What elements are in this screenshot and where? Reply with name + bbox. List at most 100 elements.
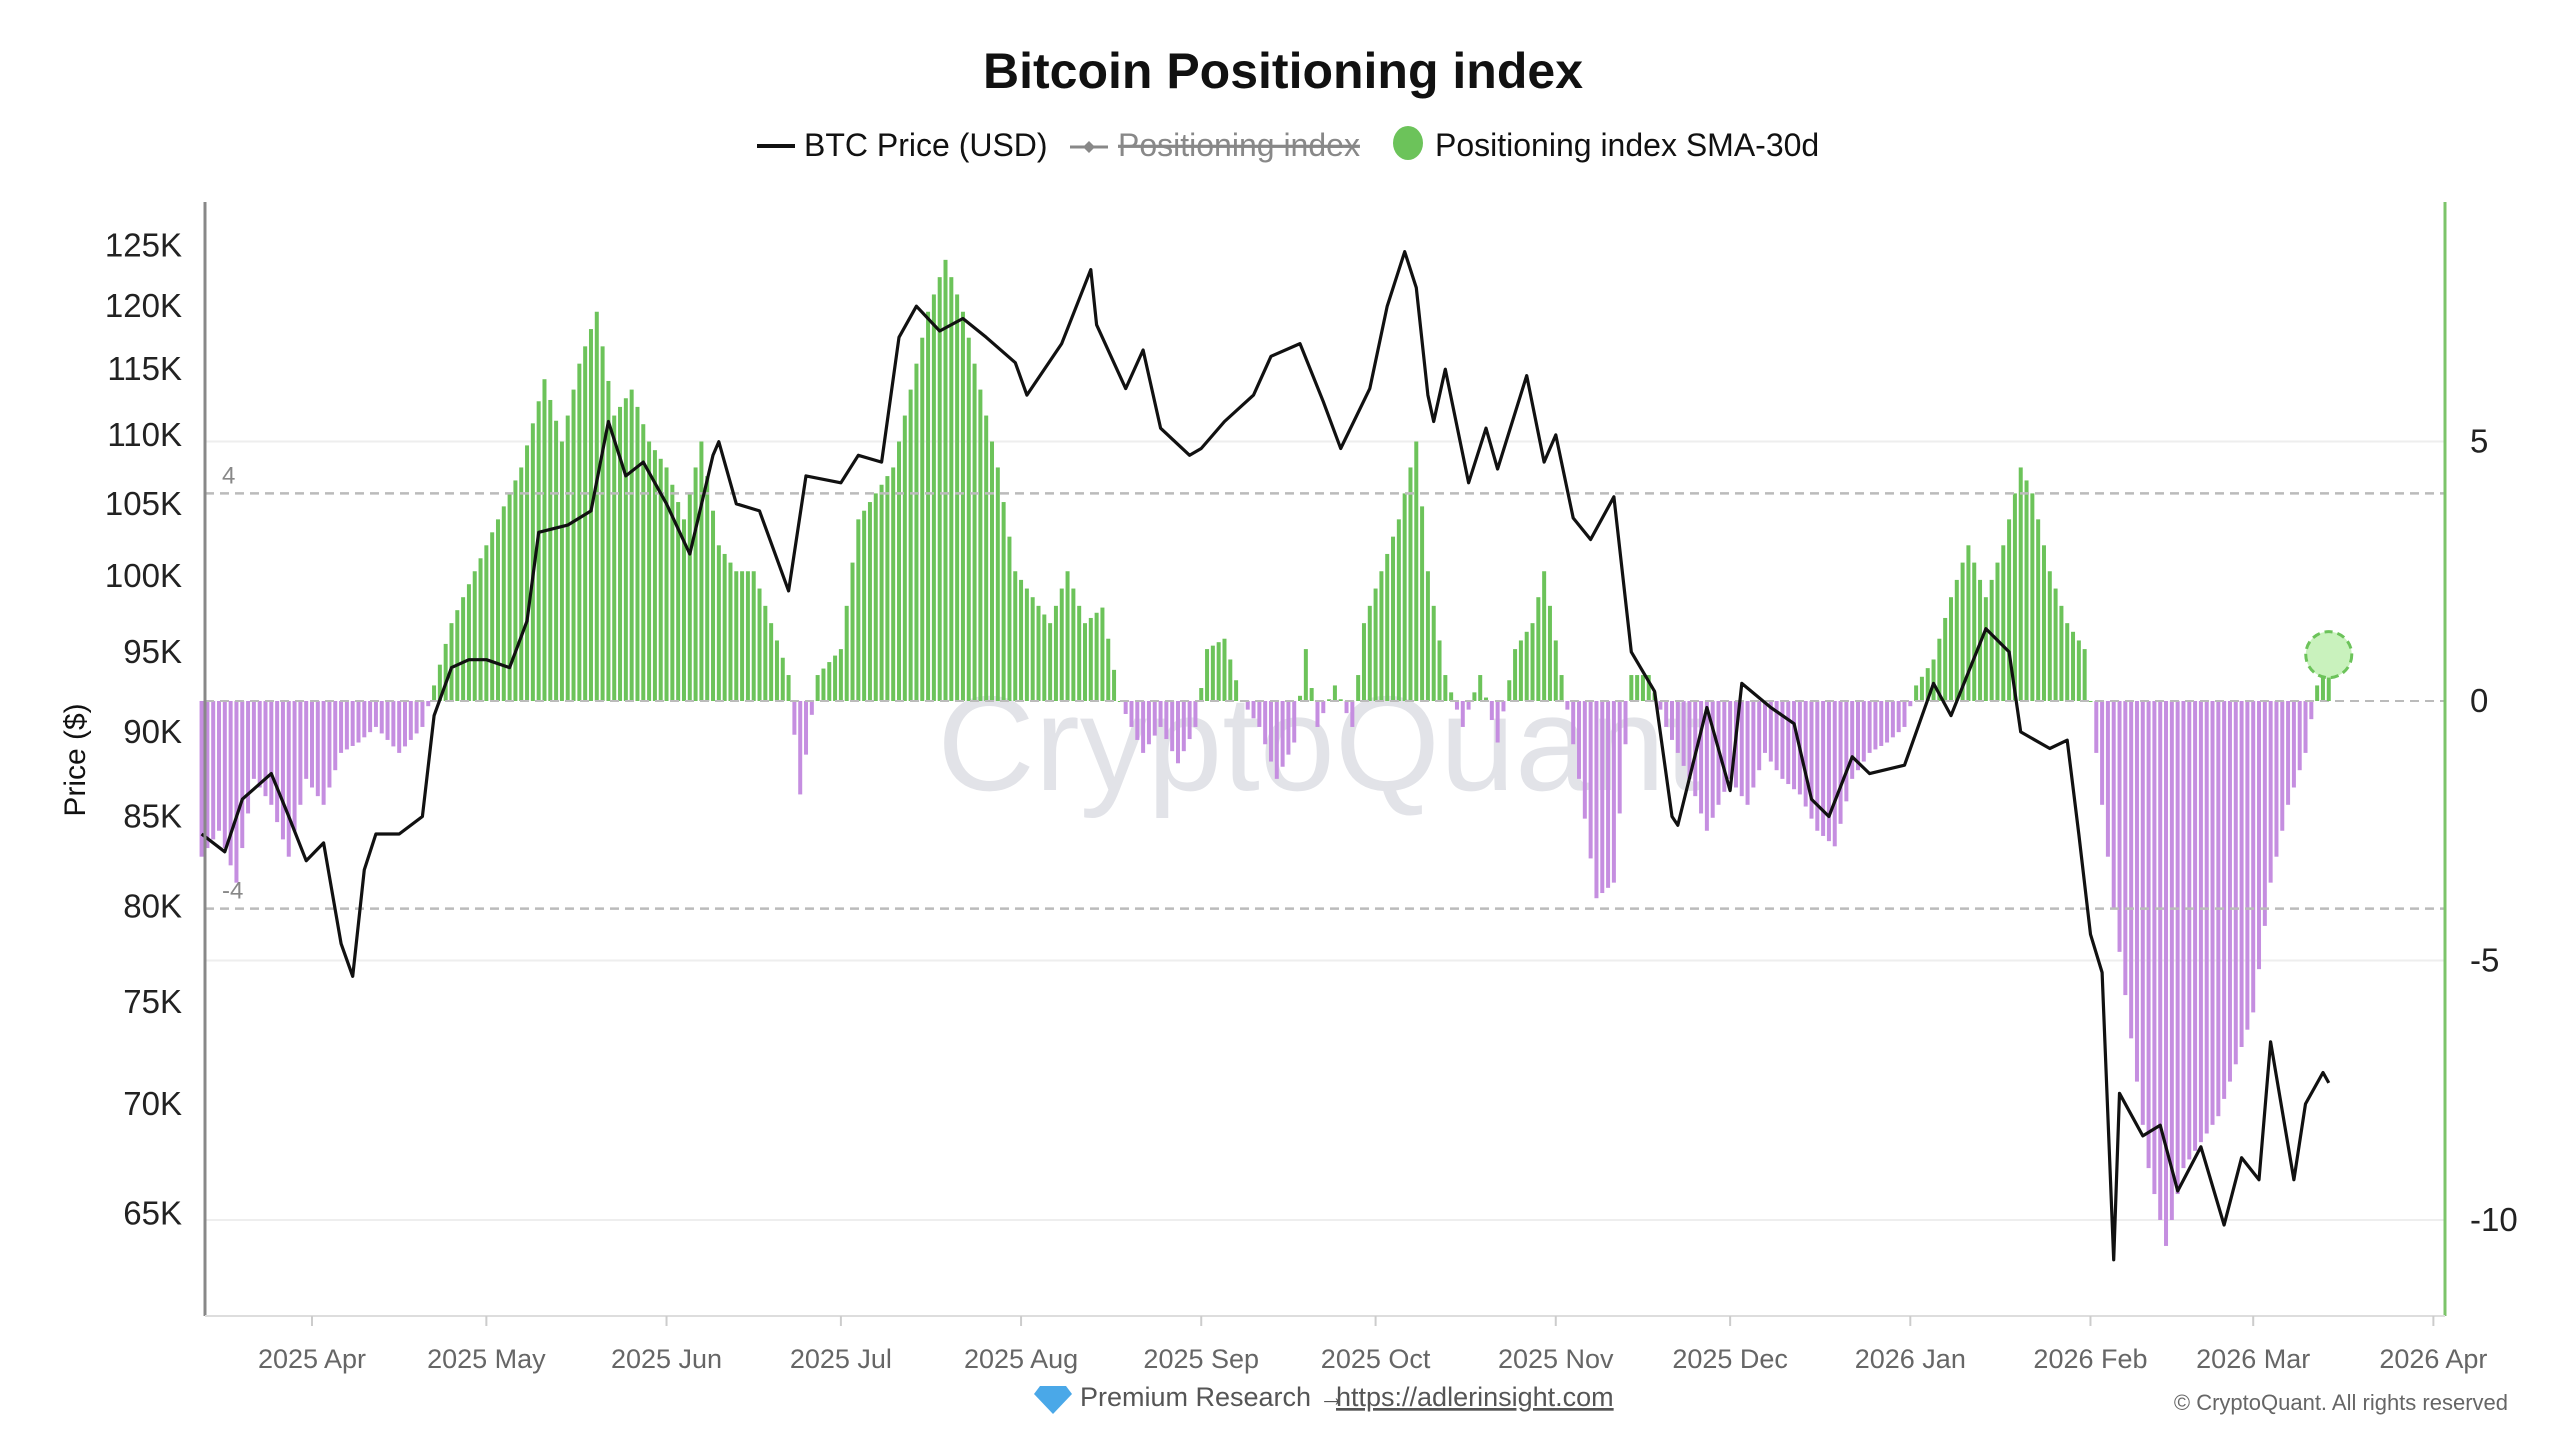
sma30-bar xyxy=(292,701,297,831)
sma30-bar xyxy=(1112,669,1117,701)
legend-item-sma30[interactable]: Positioning index SMA-30d xyxy=(1393,126,1819,163)
sma30-bar xyxy=(1681,701,1686,766)
reference-lines: 4 -4 xyxy=(205,462,2445,910)
left-tick-label: 115K xyxy=(107,350,182,387)
sma30-bar xyxy=(466,584,471,701)
sma30-bar xyxy=(1129,701,1134,727)
sma30-bar xyxy=(856,519,861,701)
sma30-bar xyxy=(2030,493,2035,701)
sma30-bar xyxy=(1478,675,1483,701)
legend-label: BTC Price (USD) xyxy=(804,127,1048,163)
sma30-bar xyxy=(1082,623,1087,701)
sma30-bar xyxy=(1855,701,1860,771)
sma30-bar xyxy=(978,389,983,701)
sma30-bar xyxy=(525,445,530,701)
sma30-bar xyxy=(2233,701,2238,1065)
sma30-bar xyxy=(2187,701,2192,1160)
sma30-bar xyxy=(1327,699,1332,701)
sma30-bar xyxy=(1338,699,1343,701)
sma30-bar xyxy=(571,389,576,701)
sma30-bar xyxy=(246,701,251,814)
sma30-bar xyxy=(2291,701,2296,788)
sma30-bar xyxy=(1495,701,1500,743)
sma30-bar xyxy=(368,701,373,733)
sma30-bar xyxy=(2286,701,2291,805)
sma30-bar xyxy=(1193,701,1198,727)
sma30-bar xyxy=(2018,467,2023,701)
legend-item-positioning-index[interactable]: Positioning index xyxy=(1070,127,1360,163)
sma30-bar xyxy=(1048,623,1053,701)
sma30-bar xyxy=(577,363,582,701)
x-tick-label: 2026 Apr xyxy=(2379,1344,2487,1374)
sma30-bar xyxy=(1234,680,1239,701)
sma30-bar xyxy=(2227,701,2232,1082)
sma30-bar xyxy=(286,701,291,857)
sma30-bar xyxy=(652,450,657,701)
sma30-bar xyxy=(606,380,611,701)
sma30-bar xyxy=(1780,701,1785,779)
sma30-bar xyxy=(1245,701,1250,710)
sma30-bar xyxy=(2036,519,2041,701)
legend-item-btc-price[interactable]: BTC Price (USD) xyxy=(757,127,1048,163)
sma30-bar xyxy=(972,363,977,701)
sma30-bar xyxy=(780,657,785,701)
sma30-bar xyxy=(472,571,477,701)
left-axis-ticks: 125K 120K 115K 110K 105K 100K 95K 90K 85K 80K 75K 7… xyxy=(105,227,182,1232)
sma30-bar xyxy=(1774,701,1779,771)
legend-label: Positioning index SMA-30d xyxy=(1435,127,1819,163)
sma30-bar xyxy=(339,701,344,753)
sma30-bar xyxy=(2239,701,2244,1047)
sma30-bar xyxy=(1257,701,1262,727)
sma30-bar xyxy=(420,701,425,727)
sma30-bar xyxy=(1792,701,1797,790)
premium-research-link[interactable]: https://adlerinsight.com xyxy=(1336,1382,1614,1412)
sma30-bar xyxy=(850,562,855,701)
sma30-bar xyxy=(1013,571,1018,701)
left-tick-label: 120K xyxy=(105,287,182,324)
sma30-bar xyxy=(1844,701,1849,802)
sma30-bar xyxy=(600,346,605,701)
sma30-bar xyxy=(2175,701,2180,1195)
sma30-bar xyxy=(931,294,936,701)
left-tick-label: 65K xyxy=(123,1195,182,1232)
sma30-bar xyxy=(1786,701,1791,785)
sma30-bar xyxy=(327,701,332,788)
sma30-bar xyxy=(1838,701,1843,824)
sma30-bar xyxy=(2059,605,2064,701)
sma30-bar xyxy=(1001,502,1006,701)
x-axis-ticks: 2025 Apr 2025 May 2025 Jun 2025 Jul 2025 Aug… xyxy=(258,1316,2487,1374)
sma30-bar xyxy=(2082,649,2087,701)
sma30-bar xyxy=(1396,519,1401,701)
sma30-bar xyxy=(792,701,797,735)
sma30-bar xyxy=(432,685,437,701)
sma30-bar xyxy=(623,398,628,701)
sma30-bar xyxy=(1937,638,1942,701)
sma30-bar xyxy=(1832,701,1837,847)
sma30-bar xyxy=(583,346,588,701)
sma30-bar xyxy=(1454,701,1459,710)
sma30-bar xyxy=(1501,701,1506,712)
sma30-bar xyxy=(815,675,820,701)
sma30-bar xyxy=(379,701,384,734)
sma30-bar xyxy=(1600,701,1605,894)
sma30-bar xyxy=(1268,701,1273,762)
sma30-bar xyxy=(530,423,535,701)
x-tick-label: 2025 Jun xyxy=(611,1344,722,1374)
sma30-bar xyxy=(2134,701,2139,1082)
sma30-bar xyxy=(1019,579,1024,701)
sma30-bar xyxy=(2041,545,2046,701)
sma30-bar xyxy=(1972,562,1977,701)
sma30-bar xyxy=(1542,571,1547,701)
sma30-bar xyxy=(1861,701,1866,762)
sma30-bar xyxy=(728,562,733,701)
sma30-bar xyxy=(408,701,413,740)
sma30-bar xyxy=(2245,701,2250,1030)
sma30-bar xyxy=(1983,597,1988,701)
sma30-bar xyxy=(763,605,768,701)
sma30-bar xyxy=(588,329,593,701)
sma30-bar xyxy=(670,484,675,701)
left-tick-label: 90K xyxy=(123,713,182,750)
x-tick-label: 2025 Oct xyxy=(1321,1344,1431,1374)
sma30-bar xyxy=(373,701,378,727)
sma30-bar xyxy=(2065,623,2070,701)
